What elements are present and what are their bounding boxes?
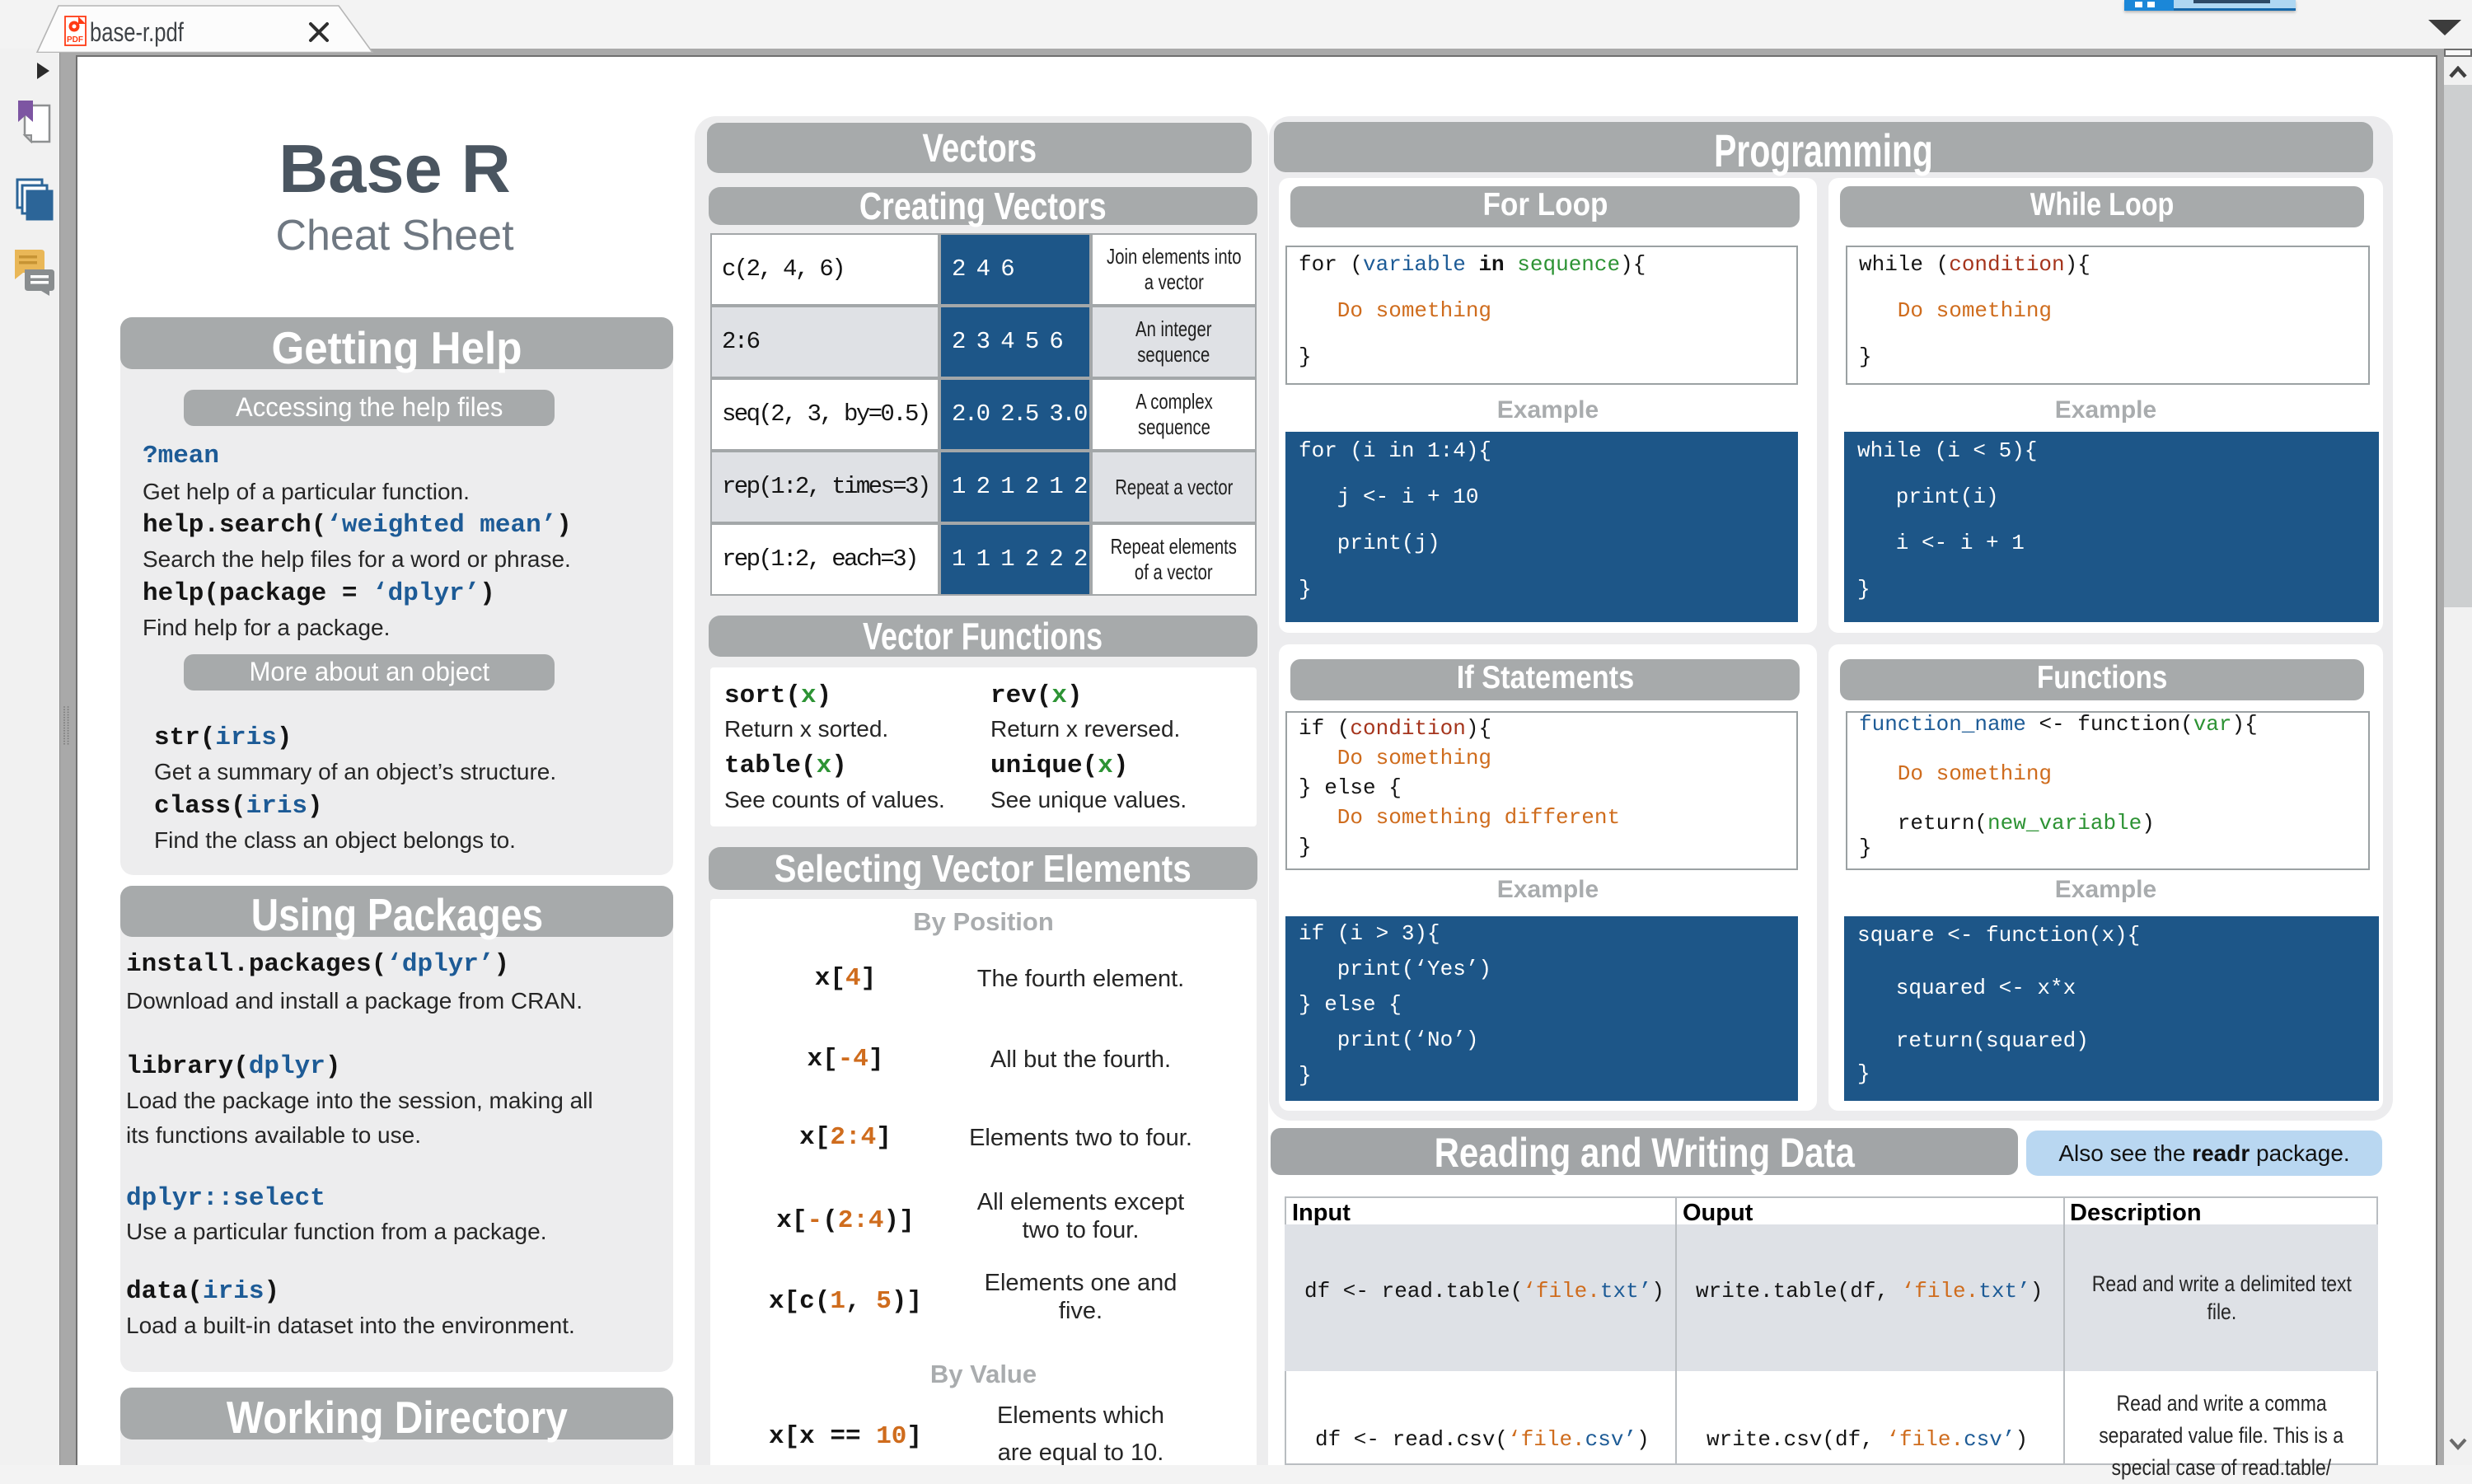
svg-text:PDF: PDF xyxy=(67,35,83,44)
